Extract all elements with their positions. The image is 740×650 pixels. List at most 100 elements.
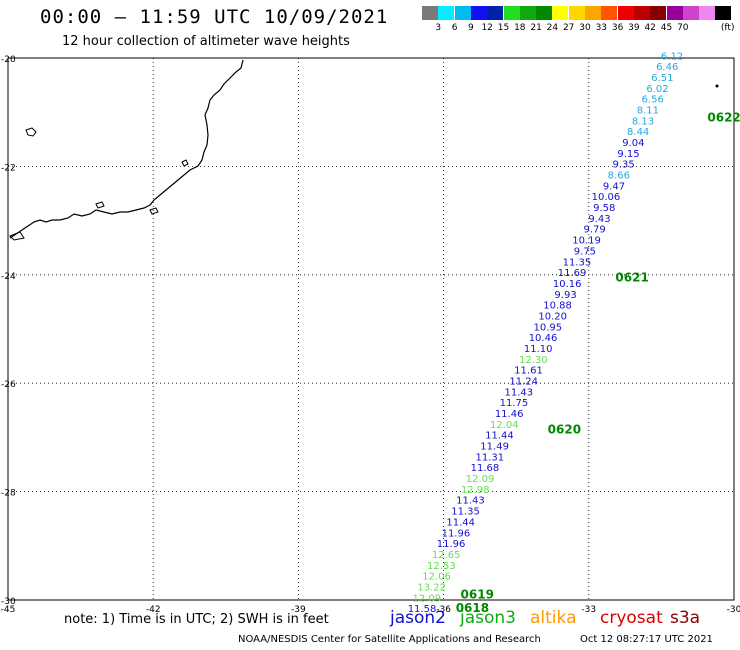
credit-line: NOAA/NESDIS Center for Satellite Applica… bbox=[238, 634, 541, 645]
color-swatch bbox=[666, 6, 683, 20]
map-subtitle: 12 hour collection of altimeter wave hei… bbox=[62, 34, 350, 49]
swh-value-label: 11.35 bbox=[563, 257, 592, 268]
swh-value-label: 10.19 bbox=[572, 236, 601, 247]
color-swatch bbox=[503, 6, 520, 20]
swh-value-label: 9.04 bbox=[622, 138, 644, 149]
swh-value-label: 11.35 bbox=[451, 507, 480, 518]
color-tick-label: 27 bbox=[562, 23, 575, 33]
swh-value-label: 10.46 bbox=[529, 333, 558, 344]
swh-value-label: 10.20 bbox=[538, 311, 567, 322]
map-frame bbox=[7, 57, 735, 601]
pass-time-marker: 0621 bbox=[615, 271, 648, 285]
swh-value-label: 10.88 bbox=[543, 301, 572, 312]
color-tick-label: 15 bbox=[497, 23, 510, 33]
swh-value-label: 11.61 bbox=[514, 366, 543, 377]
lon-label: -39 bbox=[291, 605, 306, 615]
swh-value-label: 12.98 bbox=[461, 485, 490, 496]
color-tick-label: 21 bbox=[530, 23, 542, 33]
color-swatch bbox=[601, 6, 618, 20]
swh-value-label: 9.43 bbox=[588, 214, 610, 225]
swh-value-label: 11.96 bbox=[442, 528, 471, 539]
pass-time-marker: 0618 bbox=[456, 601, 489, 615]
pass-time-marker: 0619 bbox=[461, 588, 494, 602]
color-swatch bbox=[633, 6, 650, 20]
color-swatch bbox=[422, 6, 438, 20]
coastline-islands bbox=[9, 127, 189, 241]
altimeter-track: 6.126.466.516.026.568.118.138.449.049.15… bbox=[408, 51, 740, 615]
legend-item-s3a: s3a bbox=[670, 608, 701, 628]
generated-timestamp: Oct 12 08:27:17 UTC 2021 bbox=[580, 634, 713, 645]
color-swatch bbox=[682, 6, 699, 20]
color-swatch bbox=[715, 6, 732, 20]
island-dot bbox=[715, 84, 719, 88]
swh-value-label: 6.02 bbox=[646, 84, 668, 95]
swh-value-label: 6.46 bbox=[656, 62, 678, 73]
color-tick-label: 3 bbox=[435, 23, 442, 33]
swh-value-label: 12.30 bbox=[519, 355, 548, 366]
swh-value-label: 11.69 bbox=[558, 268, 587, 279]
lat-label: -30 bbox=[1, 597, 16, 607]
pass-time-marker: 0620 bbox=[548, 422, 581, 436]
swh-value-label: 11.58 bbox=[408, 604, 437, 615]
color-tick-label: 36 bbox=[611, 23, 624, 33]
color-swatch bbox=[585, 6, 601, 20]
legend-item-jason2: jason2 bbox=[390, 608, 446, 628]
swh-value-label: 8.66 bbox=[608, 171, 630, 182]
color-tick-label: 12 bbox=[481, 23, 493, 33]
swh-value-label: 9.75 bbox=[574, 246, 596, 257]
swh-value-label: 11.43 bbox=[504, 387, 533, 398]
swh-value-label: 13.22 bbox=[417, 582, 446, 593]
swh-value-label: 9.35 bbox=[613, 160, 635, 171]
swh-value-label: 12.09 bbox=[413, 593, 442, 604]
map-title: 00:00 – 11:59 UTC 10/09/2021 bbox=[40, 6, 389, 28]
color-swatch bbox=[536, 6, 553, 20]
axis-labels: -20-22-24-26-28-30-45 -42 -39 -36 -33 -30 bbox=[1, 55, 740, 615]
lat-label: -20 bbox=[1, 55, 16, 65]
lat-lon-grid bbox=[7, 57, 735, 601]
swh-value-label: 11.10 bbox=[524, 344, 553, 355]
color-tick-label: 18 bbox=[514, 23, 526, 33]
swh-value-label: 11.96 bbox=[437, 539, 466, 550]
legend-item-altika: altika bbox=[530, 608, 577, 628]
swh-value-label: 9.15 bbox=[617, 149, 639, 160]
coastline bbox=[9, 59, 719, 241]
color-swatch bbox=[699, 6, 716, 20]
lon-label: -33 bbox=[581, 605, 596, 615]
swh-value-label: 6.12 bbox=[661, 51, 683, 62]
color-swatch bbox=[568, 6, 585, 20]
swh-value-label: 11.44 bbox=[485, 431, 514, 442]
lat-label: -28 bbox=[1, 489, 16, 499]
swh-value-label: 12.65 bbox=[432, 550, 461, 561]
swh-value-label: 9.58 bbox=[593, 203, 615, 214]
color-swatch bbox=[487, 6, 504, 20]
swh-value-label: 11.75 bbox=[500, 398, 529, 409]
lat-label: -22 bbox=[1, 163, 16, 173]
swh-value-label: 10.06 bbox=[592, 192, 621, 203]
color-swatch bbox=[650, 6, 667, 20]
color-tick-label: 30 bbox=[579, 23, 591, 33]
swh-value-label: 12.53 bbox=[427, 561, 456, 572]
color-tick-label: 45 bbox=[660, 23, 673, 33]
lon-label: -42 bbox=[146, 605, 161, 615]
swh-value-label: 10.95 bbox=[534, 322, 563, 333]
swh-value-label: 11.46 bbox=[495, 409, 524, 420]
lat-label: -24 bbox=[1, 272, 16, 282]
color-tick-label: 70 bbox=[677, 23, 689, 33]
color-swatch bbox=[552, 6, 569, 20]
swh-value-label: 8.11 bbox=[637, 105, 659, 116]
color-unit-label: (ft) bbox=[720, 23, 735, 33]
color-swatch bbox=[470, 6, 487, 20]
legend-item-cryosat: cryosat bbox=[600, 608, 663, 628]
swh-value-label: 11.49 bbox=[480, 442, 509, 453]
color-swatch bbox=[454, 6, 471, 20]
color-tick-label: 42 bbox=[644, 23, 656, 33]
footer-note: note: 1) Time is in UTC; 2) SWH is in fe… bbox=[64, 612, 329, 627]
color-tick-label: 24 bbox=[546, 23, 559, 33]
color-tick-label: 6 bbox=[451, 23, 458, 33]
color-swatch bbox=[617, 6, 634, 20]
swh-value-label: 8.13 bbox=[632, 116, 654, 127]
color-tick-label: 33 bbox=[595, 23, 608, 33]
lon-label: -45 bbox=[1, 605, 16, 615]
swh-value-label: 11.43 bbox=[456, 496, 485, 507]
